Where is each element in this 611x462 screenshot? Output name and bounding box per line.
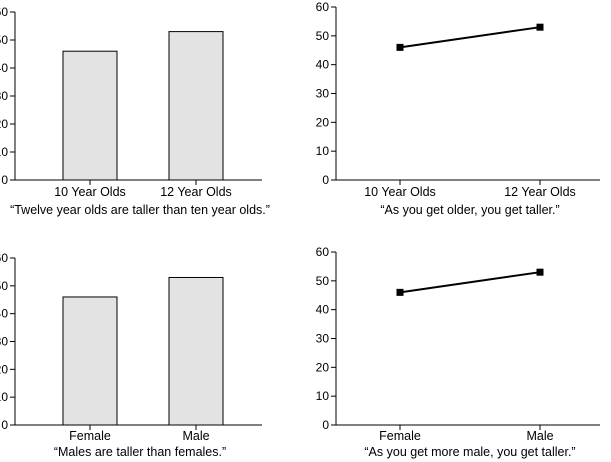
chart-caption: “Males are taller than females.”	[54, 445, 226, 459]
data-point	[396, 43, 404, 51]
y-tick-label: 0	[1, 418, 8, 432]
y-tick-label: 20	[0, 117, 8, 131]
x-category-label: 12 Year Olds	[160, 185, 232, 199]
x-category-label: 12 Year Olds	[504, 185, 576, 199]
y-tick-label: 20	[316, 360, 330, 374]
y-tick-label: 40	[0, 307, 8, 321]
y-tick-label: 20	[0, 362, 8, 376]
line-chart-sex: 0 10 20 30 40 50 60 Female Male “As you get more …	[316, 245, 600, 459]
series-line	[399, 271, 541, 294]
y-tick-label: 10	[316, 389, 330, 403]
y-tick-label: 50	[316, 29, 330, 43]
y-tick-label: 30	[316, 332, 330, 346]
y-tick-label: 60	[316, 245, 330, 259]
y-tick-label: 50	[316, 274, 330, 288]
bar	[62, 296, 118, 426]
bar	[62, 50, 118, 181]
data-point	[396, 288, 404, 296]
x-category-label: Female	[379, 429, 421, 443]
data-point	[536, 268, 544, 276]
y-tick-label: 50	[0, 33, 8, 47]
y-tick-label: 20	[316, 115, 330, 129]
y-tick-label: 30	[316, 87, 330, 101]
y-tick-label: 0	[1, 173, 8, 187]
y-tick-label: 0	[322, 173, 329, 187]
bar-chart-age: 0 10 20 30 40 50 60 10 Year Olds 12 Year Olds “Tw…	[0, 5, 270, 217]
y-tick-label: 40	[316, 58, 330, 72]
chart-caption: “Twelve year olds are taller than ten ye…	[10, 203, 270, 217]
chart-caption: “As you get more male, you get taller.”	[364, 445, 575, 459]
data-point	[536, 23, 544, 31]
y-tick-label: 10	[0, 145, 8, 159]
x-category-label: Male	[526, 429, 553, 443]
y-tick-label: 30	[0, 335, 8, 349]
y-tick-label: 40	[0, 61, 8, 75]
y-tick-label: 60	[316, 0, 330, 14]
x-category-label: 10 Year Olds	[364, 185, 436, 199]
x-category-label: Male	[182, 429, 209, 443]
chart-caption: “As you get older, you get taller.”	[380, 203, 559, 217]
y-tick-label: 10	[316, 144, 330, 158]
x-category-label: Female	[69, 429, 111, 443]
y-tick-label: 50	[0, 279, 8, 293]
bar-chart-sex: 0 10 20 30 40 50 60 Female Male “Males are taller…	[0, 251, 262, 459]
y-tick-label: 0	[322, 418, 329, 432]
line-chart-age: 0 10 20 30 40 50 60 10 Year Olds 12 Year Olds “As…	[316, 0, 600, 217]
bar	[168, 276, 224, 426]
series-line	[399, 26, 541, 49]
x-category-label: 10 Year Olds	[54, 185, 126, 199]
y-tick-label: 60	[0, 251, 8, 265]
y-tick-label: 40	[316, 303, 330, 317]
y-tick-label: 10	[0, 390, 8, 404]
y-tick-label: 30	[0, 89, 8, 103]
y-tick-label: 60	[0, 5, 8, 19]
bar	[168, 31, 224, 181]
